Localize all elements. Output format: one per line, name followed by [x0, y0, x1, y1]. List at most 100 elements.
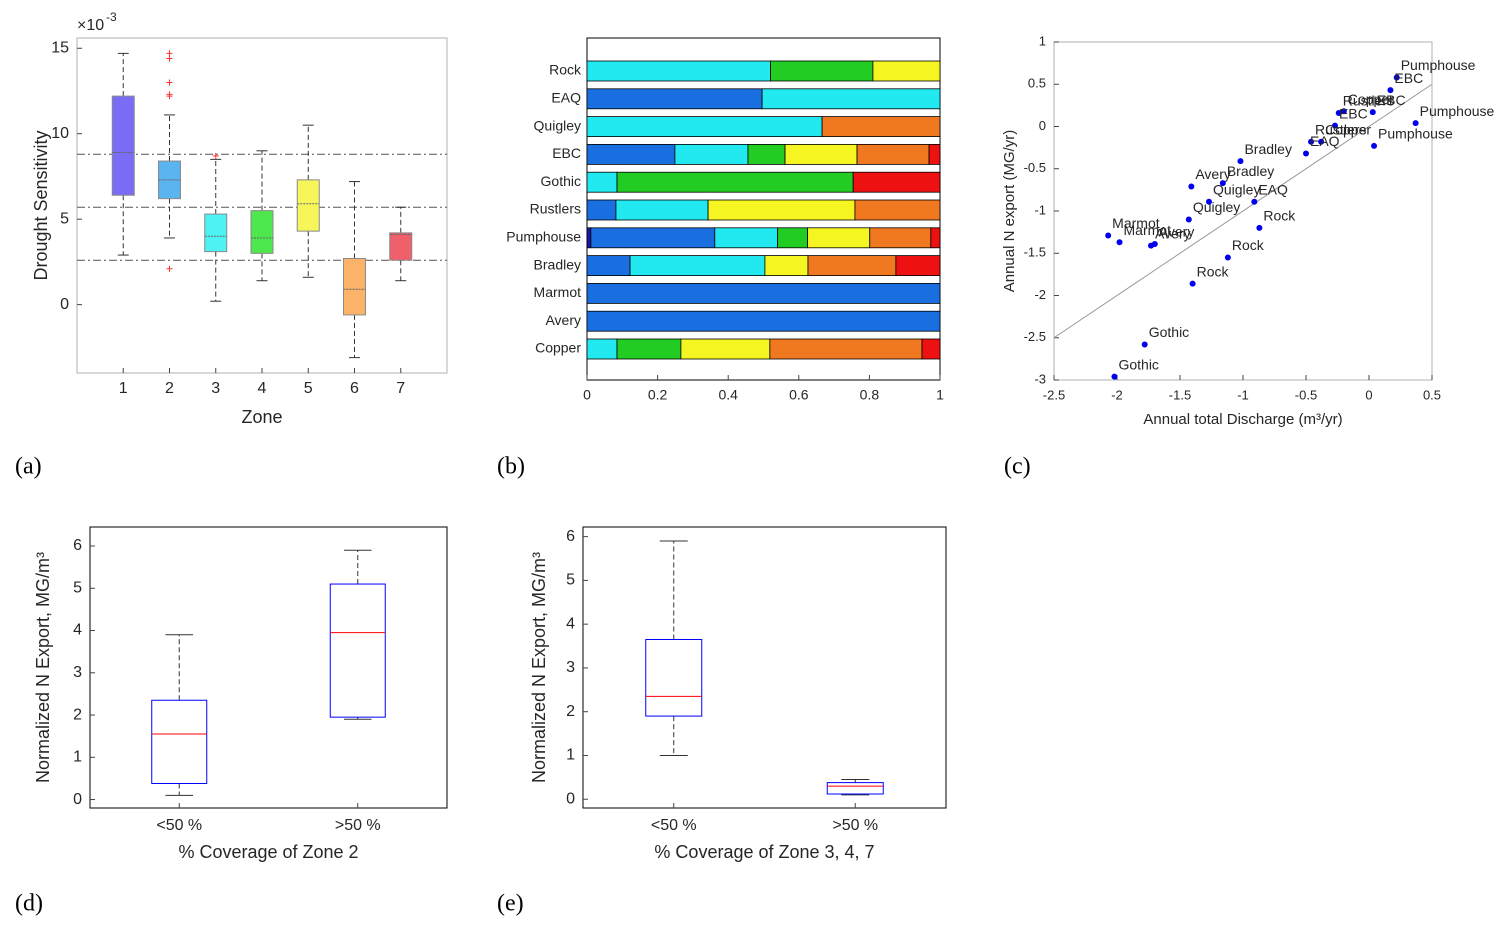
bar-segment: [869, 227, 932, 249]
point: [1369, 109, 1376, 116]
bar-segment: [856, 143, 930, 165]
point: [1189, 280, 1196, 287]
box: [329, 583, 386, 718]
y-tick-label: -0.5: [1024, 160, 1046, 175]
y-tick-label: Quigley: [534, 117, 581, 133]
point-label: Quigley: [1213, 181, 1260, 197]
y-axis-label: Drought Sensitivity: [31, 130, 51, 280]
point-label: EAQ: [1258, 181, 1288, 197]
y-tick-label: 5: [566, 572, 575, 589]
y-multiplier-exponent: -3: [106, 10, 117, 24]
y-tick-label: Avery: [545, 312, 581, 328]
outlier: [166, 79, 173, 86]
bar-segment: [769, 338, 923, 360]
bar-segment: [615, 199, 709, 221]
y-tick-label: Bradley: [534, 256, 581, 272]
point-label: Quigley: [1193, 199, 1240, 215]
y-tick-label: 3: [566, 659, 575, 676]
bar-segment: [616, 338, 682, 360]
y-tick-label: -1: [1034, 202, 1046, 217]
bar-segment: [770, 60, 874, 82]
x-tick-label: 1: [119, 380, 128, 397]
y-axis-label: Normalized N Export, MG/m³: [529, 552, 549, 783]
point-label: Bradley: [1244, 141, 1291, 157]
x-tick-label: >50 %: [832, 817, 878, 834]
point: [1224, 254, 1231, 261]
y-tick-label: 5: [60, 210, 69, 227]
x-tick-label: 0.6: [789, 387, 809, 403]
bar-segment: [586, 310, 941, 332]
x-axis-label: % Coverage of Zone 2: [178, 842, 358, 862]
bar-segment: [586, 282, 941, 304]
point: [1318, 138, 1325, 145]
x-tick-label: -2: [1111, 387, 1123, 402]
y-tick-label: 2: [73, 706, 82, 723]
bar-segment: [714, 227, 779, 249]
box: [296, 179, 320, 232]
bar-segment: [586, 255, 631, 277]
point: [1371, 142, 1378, 149]
bar-segment: [586, 143, 676, 165]
panel-label: (a): [15, 454, 42, 480]
point-label: Avery: [1195, 166, 1231, 182]
point-label: Marmot: [1112, 215, 1160, 231]
y-tick-label: -2: [1034, 287, 1046, 302]
bar-segment: [777, 227, 809, 249]
x-tick-label: 0.2: [648, 387, 668, 403]
y-tick-label: -1.5: [1024, 245, 1046, 260]
outlier: [212, 152, 219, 159]
x-tick-label: >50 %: [335, 817, 381, 834]
panel-label: (d): [15, 891, 43, 917]
x-tick-label: 0: [1365, 387, 1372, 402]
y-axis-label: Normalized N Export, MG/m³: [33, 552, 53, 783]
y-tick-label: Pumphouse: [506, 229, 581, 245]
bar-segment: [872, 60, 941, 82]
y-tick-label: 3: [73, 664, 82, 681]
box: [343, 257, 366, 316]
y-tick-label: Rock: [549, 62, 582, 78]
point: [1185, 216, 1192, 223]
bar-segment: [921, 338, 941, 360]
point: [1303, 150, 1309, 157]
outlier: [166, 93, 173, 100]
bar-segment: [629, 255, 766, 277]
box: [389, 232, 413, 261]
point-label: Marmot: [1124, 222, 1172, 238]
bar-segment: [586, 227, 592, 249]
x-tick-label: 2: [165, 380, 174, 397]
y-tick-label: Copper: [535, 340, 581, 356]
y-tick-label: -3: [1034, 371, 1046, 386]
point: [1387, 87, 1394, 94]
point: [1412, 120, 1419, 127]
bar-segment: [674, 143, 749, 165]
bar-segment: [586, 199, 617, 221]
y-tick-label: 4: [73, 622, 82, 639]
point-label: Pumphouse: [1401, 57, 1476, 73]
point: [1105, 232, 1112, 239]
x-tick-label: -1.5: [1169, 387, 1191, 402]
x-tick-label: <50 %: [156, 817, 202, 834]
bar-segment: [680, 338, 771, 360]
point: [1251, 198, 1258, 205]
x-tick-label: 5: [304, 380, 313, 397]
bar-segment: [930, 227, 941, 249]
box: [111, 95, 135, 196]
point-label: Gothic: [1149, 324, 1189, 340]
panel-label: (e): [497, 891, 524, 917]
y-tick-label: 5: [73, 579, 82, 596]
point-label: Rustlers: [1343, 93, 1394, 109]
point: [1335, 109, 1342, 116]
y-tick-label: 0: [566, 790, 575, 807]
point: [1148, 242, 1155, 249]
point: [1116, 239, 1123, 246]
point-label: EBC: [1394, 70, 1423, 86]
box: [645, 638, 703, 717]
y-tick-label: 0: [73, 791, 82, 808]
y-tick-label: EAQ: [551, 90, 581, 106]
y-tick-label: 1: [566, 747, 575, 764]
point-label: EAQ: [1310, 133, 1340, 149]
x-tick-label: 4: [258, 380, 267, 397]
panel-label: (c): [1004, 454, 1031, 480]
point-label: Avery: [1155, 225, 1191, 241]
